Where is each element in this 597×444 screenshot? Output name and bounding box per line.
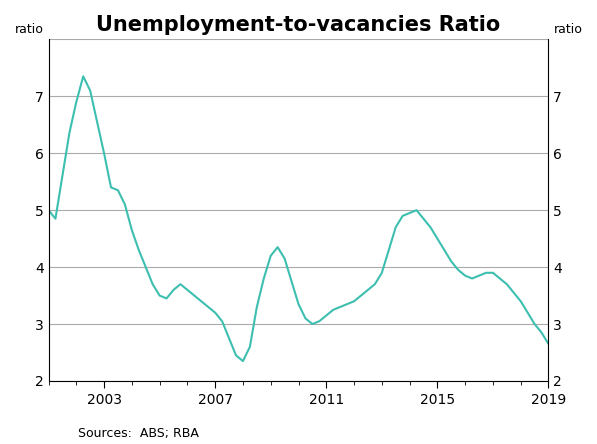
Text: Sources:  ABS; RBA: Sources: ABS; RBA: [78, 427, 198, 440]
Text: ratio: ratio: [553, 23, 582, 36]
Title: Unemployment-to-vacancies Ratio: Unemployment-to-vacancies Ratio: [96, 15, 501, 35]
Text: ratio: ratio: [15, 23, 44, 36]
